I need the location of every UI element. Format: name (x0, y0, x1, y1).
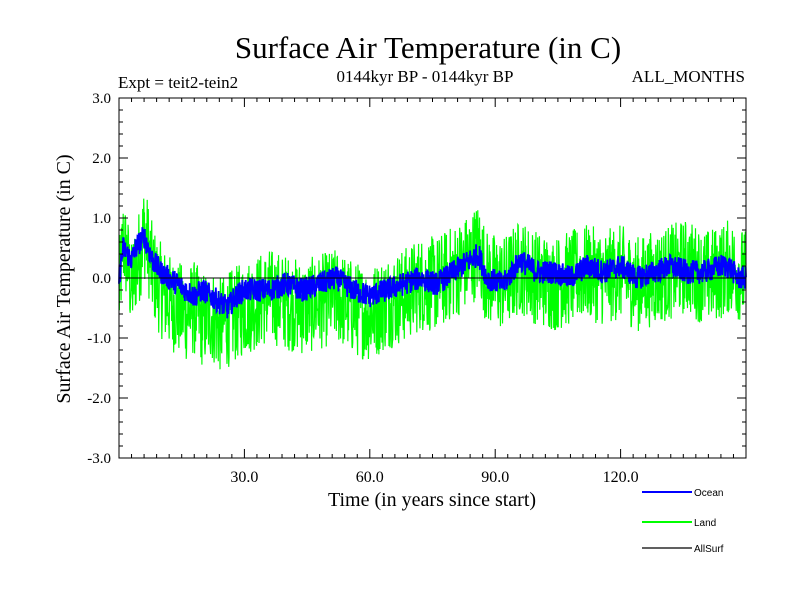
legend-label-ocean: Ocean (694, 488, 723, 499)
legend-label-allsurf: AllSurf (694, 544, 724, 555)
experiment-label: Expt = teit2-tein2 (118, 73, 238, 92)
months-label: ALL_MONTHS (632, 67, 745, 86)
chart-title: Surface Air Temperature (in C) (235, 30, 621, 65)
y-tick-label: -1.0 (87, 331, 111, 347)
x-tick-label: 120.0 (603, 469, 639, 486)
legend: Ocean Land AllSurf (642, 488, 724, 555)
y-tick-label: 2.0 (92, 151, 111, 167)
x-tick-label: 30.0 (230, 469, 258, 486)
y-tick-label: 1.0 (92, 211, 111, 227)
x-axis-title: Time (in years since start) (328, 489, 536, 511)
y-tick-label: -3.0 (87, 451, 111, 467)
x-tick-label: 90.0 (481, 469, 509, 486)
y-axis-title: Surface Air Temperature (in C) (53, 154, 75, 403)
y-tick-label: 3.0 (92, 91, 111, 107)
period-label: 0144kyr BP - 0144kyr BP (337, 67, 514, 86)
x-tick-label: 60.0 (356, 469, 384, 486)
plot-area: 30.0 60.0 90.0 120.0 -3.0 -2.0 -1.0 0.0 1.0 2.0 3.… (87, 91, 747, 486)
series-line-ocean (118, 227, 747, 319)
y-tick-label: -2.0 (87, 391, 111, 407)
legend-label-land: Land (694, 518, 716, 529)
y-tick-label: 0.0 (92, 271, 111, 287)
